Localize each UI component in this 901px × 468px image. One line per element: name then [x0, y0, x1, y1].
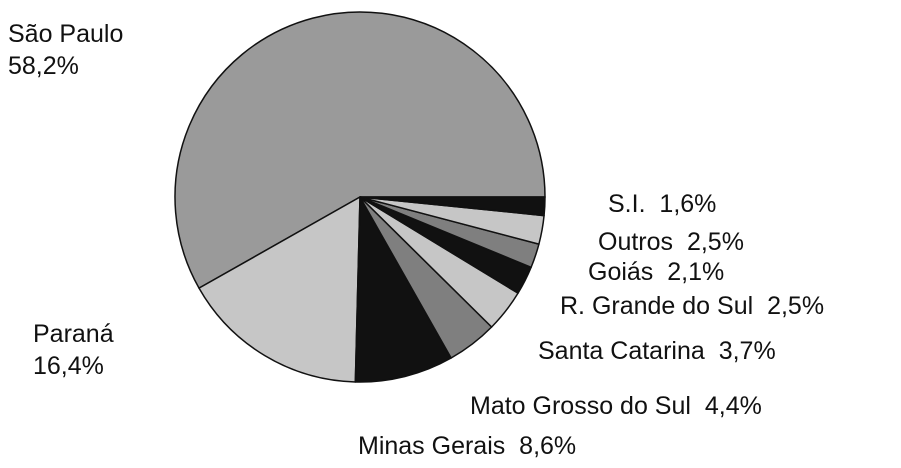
- label-goias-value: 2,1%: [667, 258, 725, 286]
- label-outros: Outros 2,5%: [598, 228, 744, 256]
- label-s-i-name: S.I.: [608, 190, 646, 218]
- label-r-grande-do-sul-value: 2,5%: [767, 292, 825, 320]
- label-r-grande-do-sul: R. Grande do Sul 2,5%: [560, 292, 824, 320]
- label-mato-grosso-do-sul-value: 4,4%: [704, 392, 762, 420]
- label-sao-paulo-name: São Paulo: [8, 20, 124, 48]
- label-parana: Paraná 16,4%: [33, 318, 114, 382]
- label-mato-grosso-do-sul: Mato Grosso do Sul 4,4%: [470, 392, 762, 420]
- label-goias-name: Goiás: [588, 258, 654, 286]
- label-r-grande-do-sul-name: R. Grande do Sul: [560, 292, 754, 320]
- label-sao-paulo: São Paulo 58,2%: [8, 18, 123, 82]
- label-minas-gerais-value: 8,6%: [519, 432, 577, 460]
- label-outros-value: 2,5%: [686, 228, 744, 256]
- label-s-i: S.I. 1,6%: [608, 190, 716, 218]
- label-santa-catarina-value: 3,7%: [718, 337, 776, 365]
- label-santa-catarina-name: Santa Catarina: [538, 337, 705, 365]
- label-s-i-value: 1,6%: [659, 190, 717, 218]
- label-minas-gerais-name: Minas Gerais: [358, 432, 506, 460]
- label-mato-grosso-do-sul-name: Mato Grosso do Sul: [470, 392, 691, 420]
- label-santa-catarina: Santa Catarina 3,7%: [538, 337, 776, 365]
- label-parana-name: Paraná: [33, 320, 114, 348]
- pie-slice-minas-gerais: [354, 196, 452, 383]
- pie-slice-sao-paulo: [174, 11, 546, 289]
- label-outros-name: Outros: [598, 228, 674, 256]
- pie-slice-parana: [198, 196, 361, 383]
- pie-slice-s-i: [359, 196, 546, 217]
- label-minas-gerais: Minas Gerais 8,6%: [358, 432, 576, 460]
- label-goias: Goiás 2,1%: [588, 258, 724, 286]
- label-sao-paulo-value: 58,2%: [8, 52, 79, 80]
- label-parana-value: 16,4%: [33, 352, 104, 380]
